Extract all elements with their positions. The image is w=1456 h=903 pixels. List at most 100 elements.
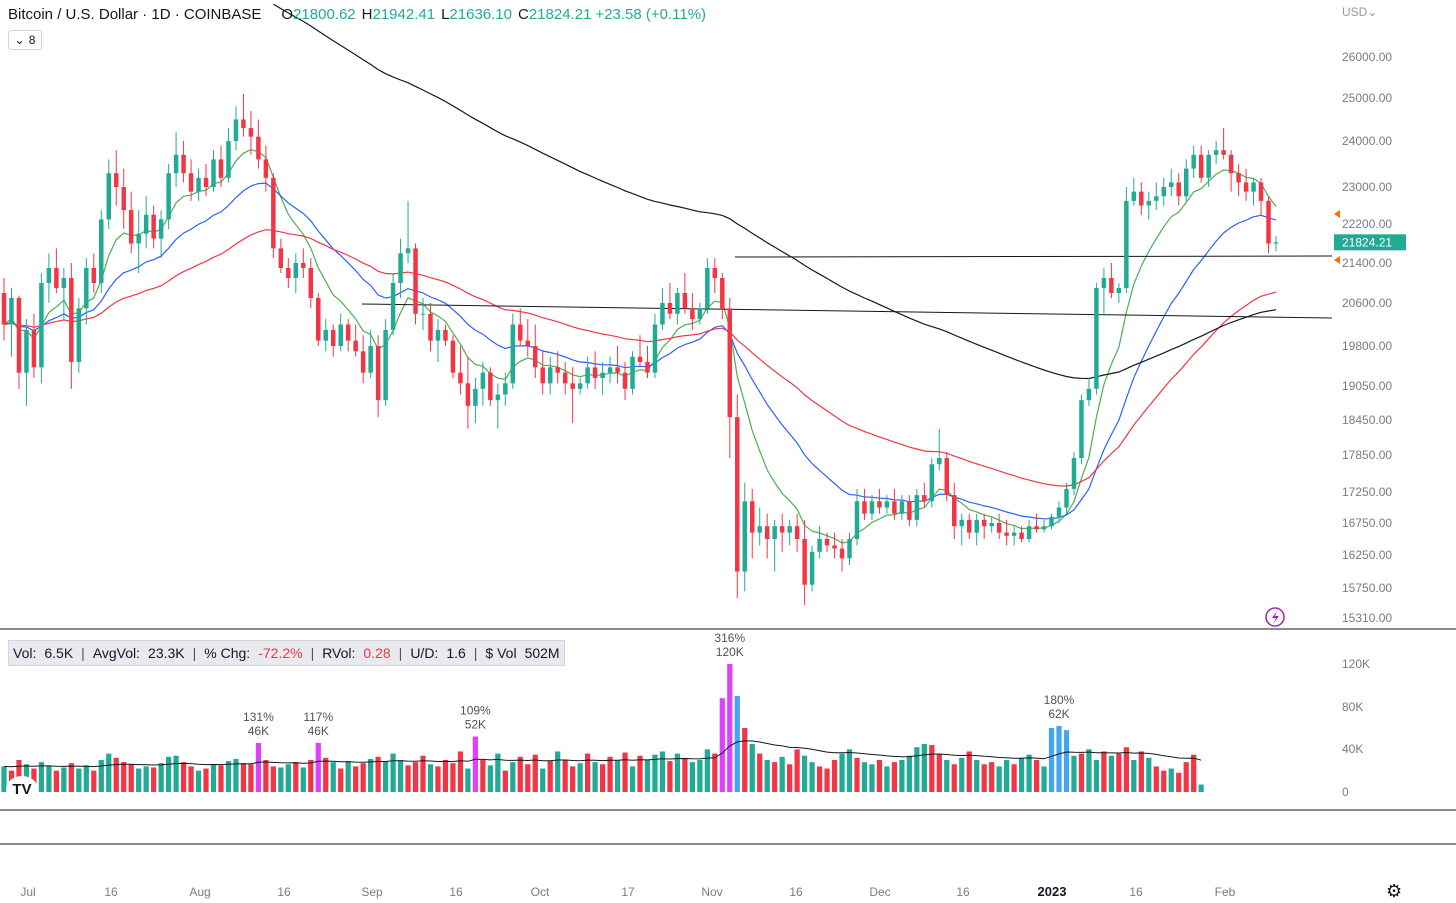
- candle-body: [592, 367, 598, 378]
- volume-bar: [53, 770, 59, 792]
- currency-selector[interactable]: USD⌄: [1342, 5, 1377, 19]
- candle-body: [929, 464, 935, 502]
- volume-bar: [1048, 728, 1055, 792]
- time-tick-label: Dec: [869, 885, 890, 899]
- candle-body: [937, 458, 942, 465]
- volume-bar: [846, 749, 853, 792]
- candle-body: [398, 253, 403, 283]
- volume-bar: [61, 767, 67, 792]
- volume-bar: [405, 765, 411, 792]
- candle-body: [330, 329, 336, 346]
- candle-body: [16, 298, 22, 373]
- candle-body: [196, 177, 201, 192]
- ud-value: 1.6: [446, 645, 466, 661]
- candle-body: [637, 356, 643, 362]
- candle-body: [113, 173, 119, 187]
- volume-bar: [195, 770, 202, 792]
- volume-bar: [510, 762, 516, 792]
- time-tick-label: Jul: [20, 885, 35, 899]
- volume-bar: [457, 751, 464, 792]
- volume-bar: [1183, 762, 1189, 792]
- candle-body: [675, 293, 680, 314]
- candle-body: [128, 210, 134, 244]
- candle-body: [959, 519, 964, 527]
- tradingview-logo[interactable]: TV: [6, 776, 38, 802]
- candle-body: [510, 324, 516, 384]
- candle-body: [749, 501, 755, 533]
- volume-bar: [330, 762, 336, 792]
- volume-bar: [397, 760, 404, 792]
- volume-bar: [353, 766, 359, 792]
- candle-body: [682, 293, 688, 309]
- volume-bar: [517, 756, 523, 792]
- price-tick-label: 19050.00: [1342, 379, 1392, 393]
- candle-body: [503, 383, 508, 395]
- candle-body: [316, 298, 321, 341]
- support-trendline: [361, 303, 1333, 319]
- candle-body: [607, 367, 613, 373]
- candle-body: [256, 136, 261, 160]
- rvol-value: 0.28: [363, 645, 391, 661]
- avgvol-value: 23.3K: [148, 645, 185, 661]
- volume-legend: Vol: 6.5K | AvgVol: 23.3K | % Chg: -72.2% |…: [8, 640, 565, 666]
- candle-body: [405, 248, 411, 254]
- candle-body: [375, 346, 381, 401]
- candle-body: [413, 248, 418, 314]
- candle-body: [1034, 526, 1039, 530]
- candle-body: [31, 329, 37, 368]
- volume-bar: [1004, 760, 1010, 792]
- volume-bar: [1041, 766, 1047, 792]
- candle-body: [353, 340, 358, 352]
- candle-body: [181, 154, 186, 174]
- candle-body: [1146, 200, 1152, 206]
- avg-volume-line: [3, 740, 1202, 768]
- volume-bar: [772, 762, 778, 792]
- volume-bar: [1, 766, 7, 792]
- volume-bar: [165, 756, 172, 792]
- volume-bar: [682, 757, 688, 792]
- candle-body: [1026, 526, 1032, 539]
- candle-body: [1056, 507, 1062, 517]
- symbol-title[interactable]: Bitcoin / U.S. Dollar · 1D · COINBASE: [8, 6, 262, 23]
- candle-body: [757, 526, 762, 533]
- candle-body: [518, 324, 523, 341]
- candle-body: [39, 283, 44, 368]
- candle-body: [862, 501, 867, 514]
- candle-body: [1183, 168, 1189, 197]
- volume-bar: [674, 753, 681, 792]
- candle-body: [151, 214, 156, 239]
- volume-bar: [1198, 784, 1204, 792]
- candles: [1, 93, 1279, 606]
- candle-body: [1198, 154, 1204, 178]
- vol-label: Vol:: [13, 645, 37, 661]
- volume-bar: [495, 753, 501, 792]
- volume-bar: [689, 762, 695, 792]
- volume-bar: [936, 753, 942, 792]
- volume-bar: [959, 757, 965, 792]
- volume-bar: [151, 767, 157, 792]
- volume-bar: [592, 762, 598, 792]
- candle-body: [121, 187, 126, 211]
- volume-bar: [218, 765, 224, 792]
- volume-bar: [68, 763, 74, 792]
- candle-body: [428, 313, 433, 341]
- volume-bar: [727, 664, 733, 792]
- volume-bar: [659, 751, 666, 792]
- candle-body: [106, 173, 111, 220]
- volume-bar: [884, 766, 890, 792]
- candle-body: [450, 340, 456, 373]
- candle-body: [495, 394, 501, 401]
- time-tick-label: Sep: [361, 885, 383, 899]
- volume-bar: [712, 753, 718, 792]
- volume-bar: [375, 756, 381, 792]
- volume-spike-pct: 316%: [714, 631, 745, 645]
- volume-bar: [480, 760, 486, 792]
- candle-body: [742, 501, 747, 572]
- volume-bar: [1078, 753, 1085, 792]
- volume-bar: [1146, 757, 1152, 792]
- gear-icon[interactable]: ⚙: [1386, 881, 1403, 901]
- volume-bar: [757, 753, 763, 792]
- volume-bar: [921, 744, 927, 792]
- indicators-collapse-button[interactable]: ⌄ 8: [8, 30, 42, 50]
